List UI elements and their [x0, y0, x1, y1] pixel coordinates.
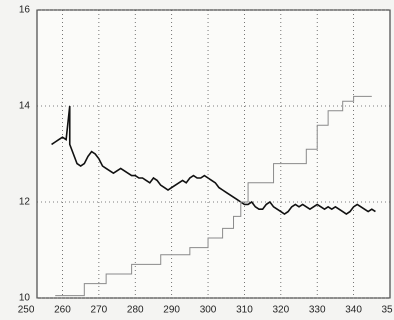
- x-tick-label: 35: [381, 305, 393, 316]
- y-tick-label: 10: [19, 293, 31, 304]
- x-tick-label: 290: [163, 305, 180, 316]
- series-line: [55, 95, 372, 297]
- y-tick-label: 14: [19, 101, 31, 112]
- x-tick-label: 300: [200, 305, 217, 316]
- x-tick-label: 310: [236, 305, 253, 316]
- x-tick-label: 330: [309, 305, 326, 316]
- x-tick-label: 320: [272, 305, 289, 316]
- x-tick-label: 250: [18, 305, 35, 316]
- x-tick-label: 280: [127, 305, 144, 316]
- y-tick-label: 12: [19, 197, 31, 208]
- series-line: [51, 105, 376, 215]
- x-tick-label: 270: [91, 305, 108, 316]
- x-tick-label: 260: [54, 305, 71, 316]
- y-tick-label: 16: [19, 5, 31, 16]
- x-tick-label: 340: [345, 305, 362, 316]
